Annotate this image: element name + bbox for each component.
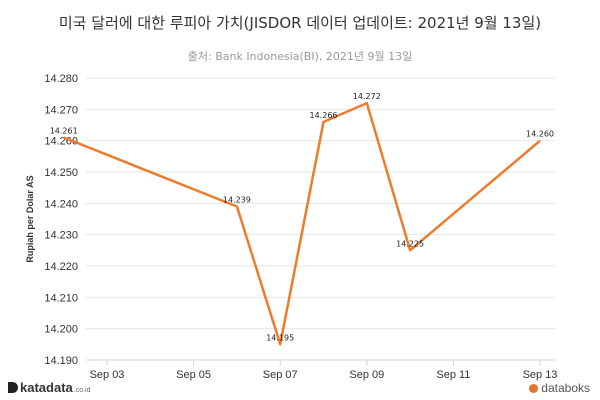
databoks-dot-icon <box>529 384 539 393</box>
data-labels: 14.261 14.239 14.195 14.266 14.272 14.225 14.2… <box>50 92 554 342</box>
x-tick-label: Sep 11 <box>436 369 470 381</box>
y-axis-label: Rupiah per Dolar AS <box>25 175 35 262</box>
y-tick-label: 14.210 <box>44 292 78 304</box>
x-tick-label: Sep 09 <box>349 369 384 381</box>
y-tick-label: 14.190 <box>44 355 78 367</box>
y-tick-label: 14.250 <box>44 167 78 179</box>
databoks-brand: databoks <box>541 381 590 395</box>
y-tick-label: 14.240 <box>44 198 78 210</box>
y-tick-label: 14.270 <box>44 104 78 116</box>
katadata-mark-icon <box>8 382 18 393</box>
data-label: 14.239 <box>223 195 251 204</box>
series-line[interactable] <box>63 101 541 346</box>
katadata-domain: .co.id <box>73 387 91 394</box>
data-label: 14.225 <box>396 239 424 248</box>
y-tick-label: 14.220 <box>44 261 78 273</box>
y-tick-label: 14.200 <box>44 324 78 336</box>
x-tick-label: Sep 03 <box>90 369 125 381</box>
chart-title: 미국 달러에 대한 루피아 가치(JISDOR 데이터 업데이트: 2021년 … <box>58 14 542 32</box>
chart-subtitle: 출처: Bank Indonesia(BI), 2021년 9월 13일 <box>187 50 413 63</box>
grid-lines <box>86 77 555 361</box>
x-tick-label: Sep 05 <box>176 369 211 381</box>
data-label: 14.266 <box>310 111 338 120</box>
katadata-logo: katadata.co.id <box>8 380 90 395</box>
x-tick-label: Sep 13 <box>523 369 558 381</box>
y-tick-label: 14.280 <box>44 73 78 85</box>
data-label: 14.272 <box>353 92 381 101</box>
y-axis-ticks: 14.190 14.200 14.210 14.220 14.230 14.240 14.2… <box>44 73 78 367</box>
y-tick-label: 14.230 <box>44 230 78 242</box>
x-axis-ticks: Sep 03 Sep 05 Sep 07 Sep 09 Sep 11 Sep 13 <box>90 360 558 381</box>
data-label: 14.261 <box>50 127 78 136</box>
data-label: 14.195 <box>266 333 294 342</box>
databoks-logo: databoks <box>529 381 590 395</box>
katadata-brand: katadata <box>20 380 73 395</box>
x-tick-label: Sep 07 <box>263 369 298 381</box>
data-label: 14.260 <box>526 130 554 139</box>
